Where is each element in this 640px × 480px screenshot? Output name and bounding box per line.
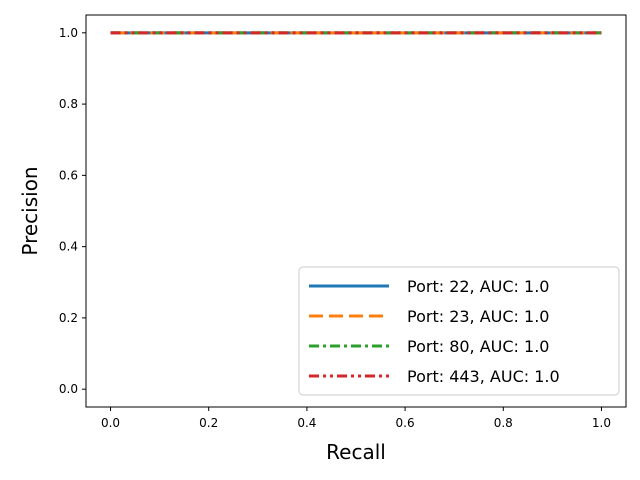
y-tick-label: 0.0 xyxy=(59,382,78,396)
axis-ticks: 0.0 0.2 0.4 0.6 0.8 1.0 0.0 0.2 0.4 0.6 0.8 1.0 xyxy=(59,26,611,430)
x-tick-label: 0.4 xyxy=(297,416,316,430)
legend-label: Port: 23, AUC: 1.0 xyxy=(407,307,549,326)
legend-label: Port: 443, AUC: 1.0 xyxy=(407,367,560,386)
legend: Port: 22, AUC: 1.0 Port: 23, AUC: 1.0 Port… xyxy=(298,266,620,396)
x-tick-label: 0.0 xyxy=(101,416,120,430)
y-tick-label: 0.2 xyxy=(59,311,78,325)
axes-frame xyxy=(85,14,627,408)
x-axis-label: Recall xyxy=(326,440,386,464)
y-tick-label: 1.0 xyxy=(59,26,78,40)
legend-label: Port: 80, AUC: 1.0 xyxy=(407,337,549,356)
y-tick-label: 0.8 xyxy=(59,97,78,111)
y-tick-label: 0.4 xyxy=(59,240,78,254)
legend-box xyxy=(298,266,620,396)
y-tick-label: 0.6 xyxy=(59,168,78,182)
x-tick-label: 0.2 xyxy=(199,416,218,430)
x-tick-label: 1.0 xyxy=(592,416,611,430)
x-tick-label: 0.8 xyxy=(494,416,513,430)
y-axis-label: Precision xyxy=(18,166,42,255)
legend-label: Port: 22, AUC: 1.0 xyxy=(407,277,549,296)
x-tick-label: 0.6 xyxy=(396,416,415,430)
